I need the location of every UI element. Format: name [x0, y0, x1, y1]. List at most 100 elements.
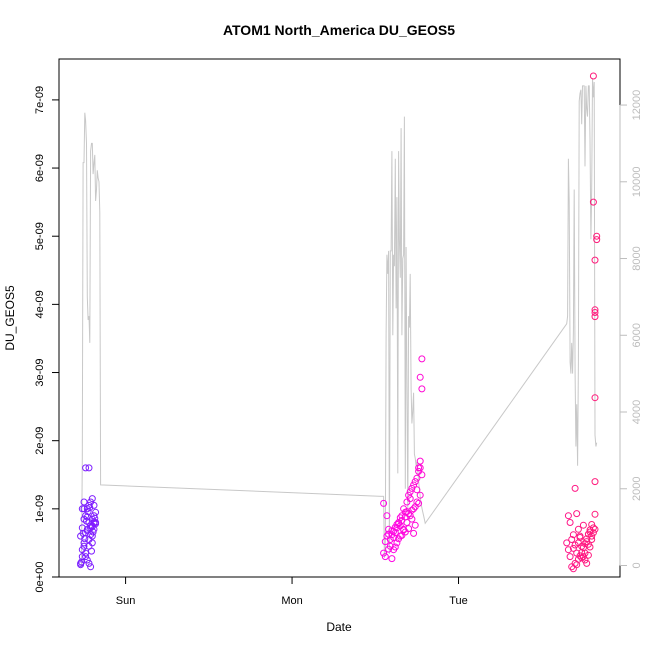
y-tick-label: 7e-09 — [34, 86, 46, 114]
data-point — [82, 549, 90, 557]
data-point — [86, 504, 94, 511]
chart-title: ATOM1 North_America DU_GEOS5 — [223, 22, 455, 38]
data-point — [591, 309, 599, 316]
data-point — [579, 544, 587, 552]
data-point — [576, 534, 584, 541]
data-point — [406, 488, 414, 496]
data-point — [563, 539, 571, 547]
y-tick-label: 6e-09 — [34, 154, 46, 182]
data-point — [415, 467, 423, 475]
data-point — [571, 484, 579, 492]
data-point — [564, 546, 572, 554]
y-tick-label: 5e-09 — [34, 222, 46, 250]
data-point — [418, 355, 426, 363]
y-axis-label: DU_GEOS5 — [3, 285, 17, 351]
data-point — [584, 551, 592, 559]
data-point — [405, 491, 413, 499]
data-point — [591, 478, 599, 486]
data-point — [410, 481, 418, 489]
data-point — [410, 505, 418, 513]
data-point — [589, 524, 597, 532]
data-point — [83, 513, 91, 521]
y-tick-label: 2e-09 — [34, 427, 46, 455]
data-point — [574, 555, 582, 563]
x-axis: Sun Mon Tue — [116, 576, 468, 607]
data-point — [583, 559, 591, 567]
data-point — [82, 464, 90, 472]
data-point — [408, 484, 416, 492]
data-point — [410, 529, 418, 537]
data-point — [573, 510, 581, 518]
data-point — [88, 523, 96, 531]
y2-axis: 0 2000 4000 6000 8000 10000 12000 — [619, 90, 643, 569]
data-point — [415, 499, 423, 507]
data-point — [564, 512, 572, 520]
data-point — [586, 528, 594, 536]
data-point — [380, 499, 388, 507]
data-point — [591, 313, 599, 321]
x-tick-label: Mon — [281, 595, 302, 607]
data-point — [385, 545, 393, 553]
data-point — [571, 541, 579, 549]
data-point — [88, 547, 95, 555]
y-tick-label: 0e+00 — [34, 562, 46, 593]
data-point — [393, 521, 401, 528]
data-point — [413, 474, 421, 482]
data-point — [578, 554, 586, 562]
plot-frame — [58, 58, 621, 578]
data-point — [566, 519, 574, 526]
data-point — [90, 519, 98, 527]
y2-tick-label: 12000 — [631, 90, 643, 121]
x-tick-label: Tue — [449, 595, 468, 607]
data-point — [381, 538, 389, 546]
data-point — [574, 525, 582, 533]
data-point — [568, 536, 576, 543]
data-point — [83, 517, 90, 525]
data-point — [393, 539, 401, 547]
data-point — [589, 72, 597, 80]
data-point — [591, 256, 599, 264]
data-point — [396, 514, 404, 522]
x-axis-label: Date — [326, 620, 352, 634]
data-point — [569, 544, 577, 552]
data-point — [416, 464, 424, 472]
y2-tick-label: 4000 — [631, 400, 643, 424]
data-point — [408, 515, 416, 523]
data-point — [383, 512, 391, 520]
data-point — [80, 539, 88, 547]
data-point — [88, 495, 96, 503]
data-point — [403, 508, 411, 516]
y-tick-label: 3e-09 — [34, 358, 46, 386]
data-point — [90, 501, 98, 509]
data-point — [591, 306, 599, 314]
data-point — [381, 553, 389, 561]
data-point — [78, 558, 85, 566]
y2-tick-label: 8000 — [631, 246, 643, 270]
data-point — [416, 457, 424, 465]
data-point — [593, 236, 601, 244]
data-point — [391, 543, 399, 551]
data-point — [413, 498, 421, 506]
data-point — [584, 530, 592, 538]
points-layer — [77, 72, 601, 573]
data-point — [403, 498, 411, 506]
data-point — [85, 464, 93, 472]
data-point — [88, 532, 96, 540]
y2-tick-label: 0 — [631, 562, 643, 568]
data-point — [88, 539, 96, 547]
data-point — [85, 559, 93, 567]
y2-tick-label: 10000 — [631, 166, 643, 197]
data-point — [388, 555, 396, 563]
data-point — [589, 198, 597, 206]
data-point — [84, 508, 92, 516]
data-point — [591, 394, 599, 402]
data-point — [581, 540, 589, 548]
data-point — [82, 553, 90, 561]
data-point — [80, 498, 88, 506]
y-tick-label: 1e-09 — [34, 495, 46, 523]
data-point — [569, 531, 577, 539]
data-point — [588, 521, 596, 528]
data-point — [578, 549, 586, 556]
data-point — [400, 526, 408, 534]
data-point — [87, 563, 95, 571]
